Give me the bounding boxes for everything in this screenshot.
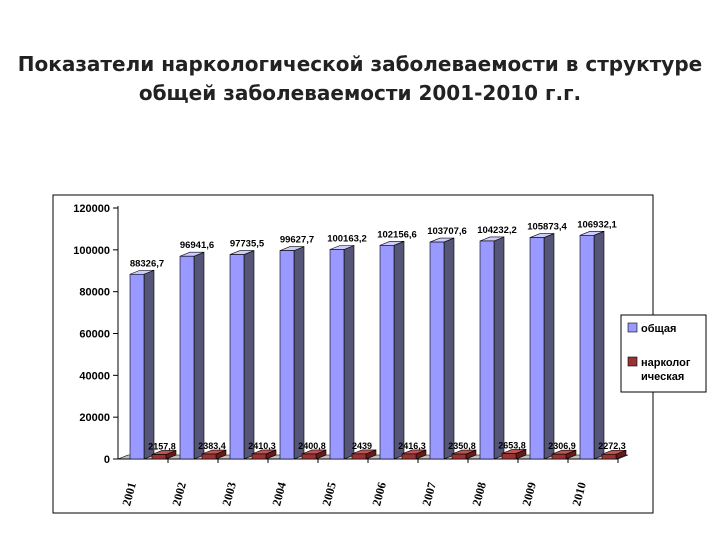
y-tick-label: 120000 <box>73 203 110 215</box>
data-label-obschaya: 88326,7 <box>130 258 164 269</box>
bar-obschaya-side <box>493 236 505 460</box>
x-tick-label: 2009 <box>519 481 539 508</box>
data-label-narkologicheskaya: 2653,8 <box>498 440 526 450</box>
data-label-narkologicheskaya: 2272,3 <box>598 441 626 451</box>
bar-obschaya <box>429 237 455 460</box>
legend-label-narkologicheskaya-line-2: ическая <box>641 371 684 383</box>
x-tick-label: 2006 <box>369 481 389 508</box>
bar-obschaya-side <box>443 237 455 460</box>
y-tick-label: 0 <box>104 454 110 466</box>
bar-obschaya-front <box>229 254 245 460</box>
legend-label-obschaya: общая <box>641 323 676 335</box>
bars <box>129 230 627 460</box>
legend: общая нарколог ическая <box>620 314 707 393</box>
x-tick-label: 2008 <box>469 481 489 508</box>
data-label-narkologicheskaya: 2400,8 <box>298 441 326 451</box>
data-label-obschaya: 103707,6 <box>427 226 467 237</box>
data-label-obschaya: 105873,4 <box>527 222 567 233</box>
bar-narkologicheskaya <box>551 449 577 460</box>
bar-narkologicheskaya-front <box>251 453 267 460</box>
bar-obschaya-front <box>429 241 445 460</box>
bar-obschaya <box>179 251 205 460</box>
bar-narkologicheskaya-front <box>551 453 567 460</box>
bar-narkologicheskaya <box>351 449 377 460</box>
bar-obschaya-side <box>143 269 155 460</box>
bar-narkologicheskaya-front <box>201 453 217 460</box>
bar-obschaya-side <box>393 240 405 460</box>
legend-swatch-narkologicheskaya <box>627 356 638 367</box>
bar-obschaya-front <box>579 235 595 460</box>
data-label-obschaya: 96941,6 <box>180 240 214 251</box>
data-label-narkologicheskaya: 2416,3 <box>398 441 426 451</box>
bar-narkologicheskaya-front <box>501 453 517 460</box>
data-label-obschaya: 97735,5 <box>230 239 265 250</box>
bar-obschaya <box>479 236 505 460</box>
bar-obschaya-side <box>343 245 355 460</box>
bar-narkologicheskaya-front <box>351 453 367 460</box>
data-label-obschaya: 104232,2 <box>477 225 517 236</box>
chart-title-line-2: общей заболеваемости 2001-2010 г.г. <box>138 81 582 105</box>
data-label-obschaya: 102156,6 <box>377 229 417 240</box>
y-tick-label: 60000 <box>79 329 110 341</box>
bar-narkologicheskaya-front <box>451 453 467 460</box>
bar-narkologicheskaya <box>601 449 627 460</box>
y-tick-label: 40000 <box>79 370 110 382</box>
x-tick-label: 2005 <box>319 481 339 508</box>
bar-narkologicheskaya <box>501 449 527 460</box>
bar-narkologicheskaya <box>201 449 227 460</box>
bar-narkologicheskaya <box>251 449 277 460</box>
bar-obschaya-front <box>129 273 145 460</box>
x-tick-label: 2003 <box>219 481 239 508</box>
bar-narkologicheskaya-front <box>601 453 617 460</box>
bar-obschaya-front <box>479 240 495 460</box>
chart-title: Показатели наркологической заболеваемост… <box>0 50 720 108</box>
x-tick-label: 2002 <box>169 481 189 508</box>
bar-obschaya-side <box>593 230 605 460</box>
bar-obschaya-front <box>179 255 195 460</box>
data-label-narkologicheskaya: 2410,3 <box>248 441 276 451</box>
data-label-narkologicheskaya: 2350,8 <box>448 441 476 451</box>
bar-obschaya-front <box>529 237 545 460</box>
bar-obschaya-front <box>329 249 345 460</box>
bar-obschaya-front <box>279 250 295 460</box>
x-tick-label: 2007 <box>419 481 439 508</box>
bar-narkologicheskaya <box>451 449 477 460</box>
bar-obschaya <box>529 233 555 460</box>
data-labels: 88326,7 2157,8 96941,6 2383,4 97735,5 2410,3 9… <box>130 219 626 451</box>
bar-narkologicheskaya-front <box>401 453 417 460</box>
bar-narkologicheskaya <box>301 449 327 460</box>
bar-obschaya-front <box>379 245 395 460</box>
legend-label-narkologicheskaya-line-1: нарколог <box>641 357 691 369</box>
bar-narkologicheskaya <box>401 449 427 460</box>
bar-obschaya <box>329 245 355 460</box>
bar-narkologicheskaya <box>151 450 177 460</box>
y-tick-label: 100000 <box>73 245 110 257</box>
data-label-obschaya: 99627,7 <box>280 235 314 246</box>
data-label-obschaya: 100163,2 <box>327 233 367 244</box>
data-label-narkologicheskaya: 2439 <box>352 441 372 451</box>
legend-swatch-obschaya <box>627 322 638 333</box>
data-label-obschaya: 106932,1 <box>577 219 617 230</box>
x-tick-label: 2010 <box>569 481 589 508</box>
chart-title-line-1: Показатели наркологической заболеваемост… <box>17 52 703 76</box>
bar-obschaya-side <box>193 251 205 460</box>
bar-obschaya-side <box>543 233 555 460</box>
bar-obschaya-side <box>243 250 255 460</box>
bar-obschaya <box>129 269 155 460</box>
bar-obschaya <box>229 250 255 460</box>
y-tick-label: 80000 <box>79 287 110 299</box>
y-tick-label: 20000 <box>79 412 110 424</box>
bar-obschaya <box>279 246 305 460</box>
bar-obschaya-side <box>293 246 305 460</box>
x-tick-label: 2001 <box>119 481 139 508</box>
bar-narkologicheskaya-front <box>151 454 167 460</box>
data-label-narkologicheskaya: 2306,9 <box>548 441 576 451</box>
data-label-narkologicheskaya: 2157,8 <box>148 441 176 451</box>
bar-narkologicheskaya-front <box>301 453 317 460</box>
data-label-narkologicheskaya: 2383,4 <box>198 441 226 451</box>
bar-obschaya <box>379 240 405 460</box>
x-tick-label: 2004 <box>269 481 289 508</box>
bar-obschaya <box>579 230 605 460</box>
